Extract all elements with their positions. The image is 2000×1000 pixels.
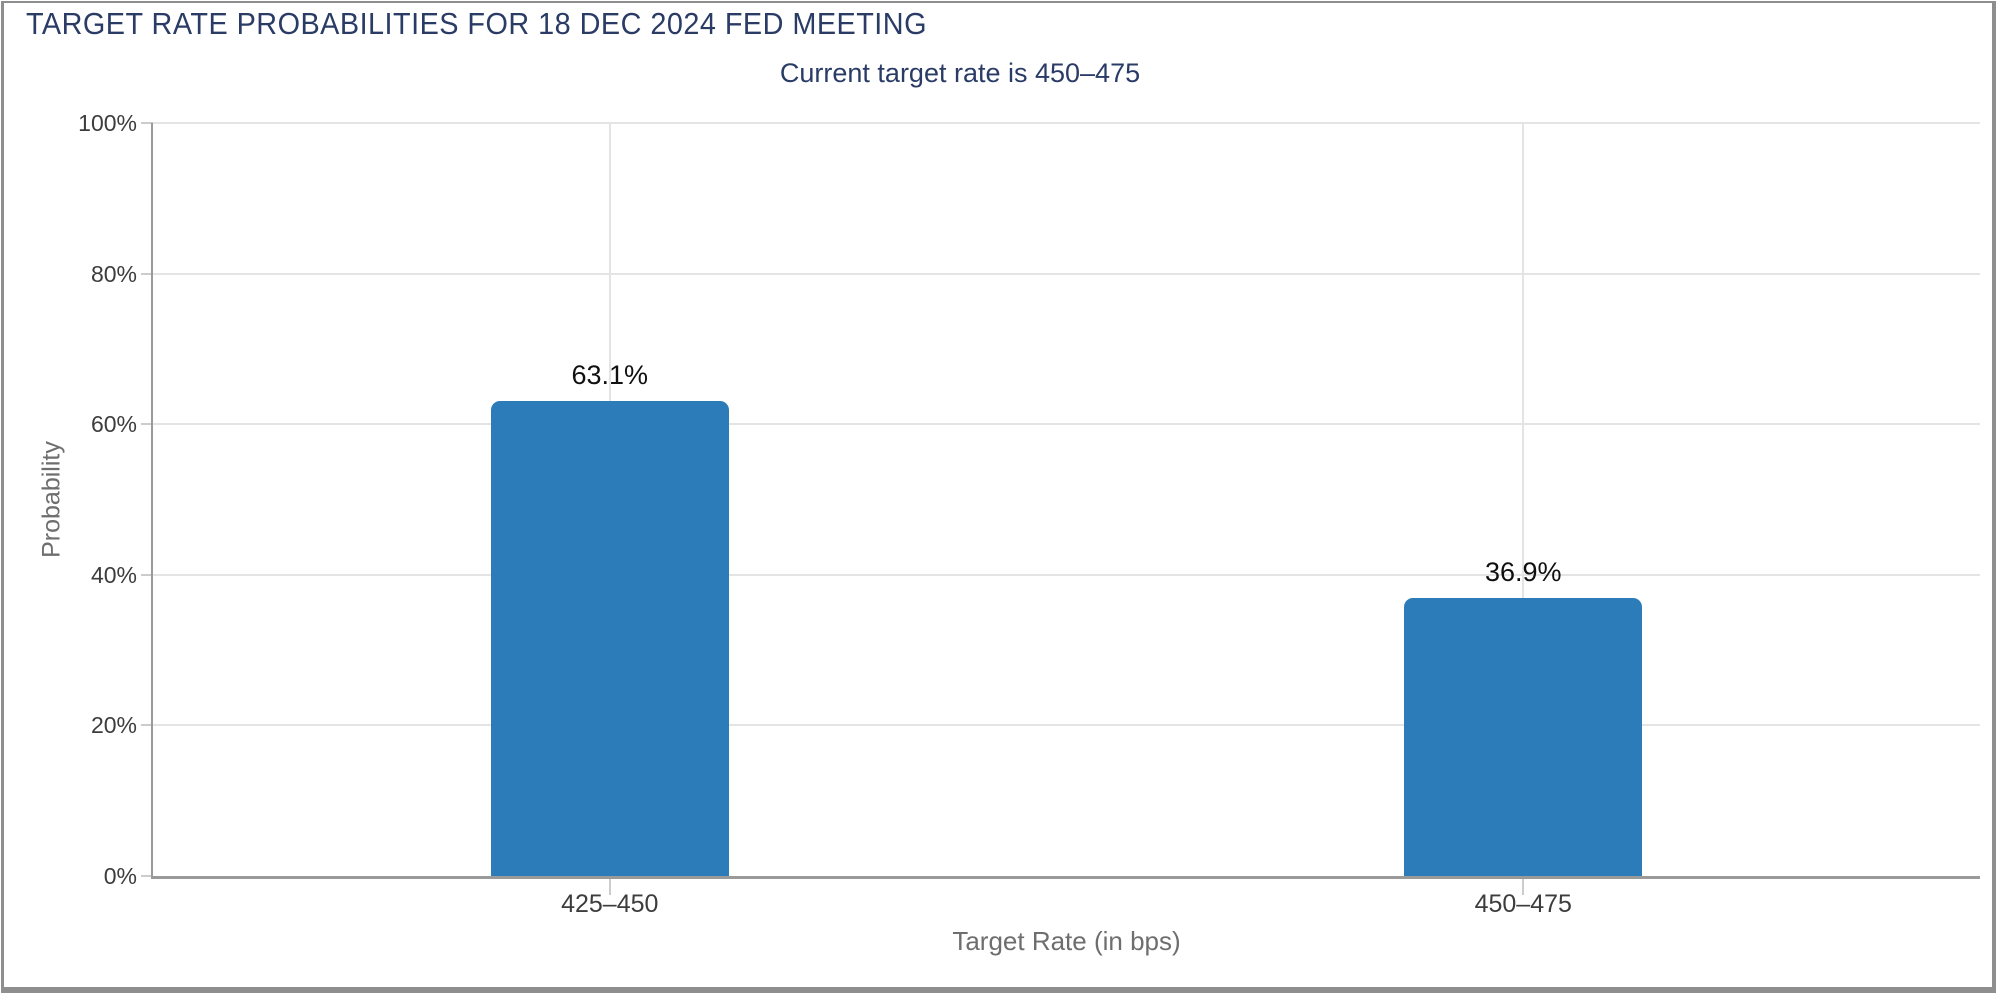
y-axis-tick-label: 0%: [103, 863, 137, 889]
y-axis-tick: [141, 122, 153, 124]
y-axis-line: [151, 123, 153, 876]
x-axis-tick-label: 425–450: [561, 890, 659, 918]
bar[interactable]: [1404, 598, 1643, 876]
gridline-horizontal: [153, 272, 1980, 275]
bar[interactable]: [490, 400, 729, 876]
x-axis-title: Target Rate (in bps): [952, 926, 1181, 956]
y-axis-tick-label: 40%: [90, 561, 137, 588]
y-axis-tick-label: 20%: [90, 712, 137, 739]
x-axis-tick: [1522, 879, 1525, 895]
gridline-vertical: [1522, 123, 1525, 876]
y-axis-tick: [141, 875, 153, 877]
y-axis-tick: [141, 272, 153, 275]
chart-subtitle: Current target rate is 450–475: [779, 58, 1141, 88]
x-axis-line: [151, 876, 1980, 879]
chart-title: TARGET RATE PROBABILITIES FOR 18 DEC 202…: [26, 6, 927, 41]
gridline-horizontal: [153, 122, 1980, 124]
x-axis-tick-label: 450–475: [1474, 890, 1572, 918]
x-axis-tick: [608, 879, 611, 895]
y-axis-tick-label: 80%: [90, 260, 137, 287]
bar-value-label: 63.1%: [571, 359, 649, 390]
y-axis-tick-label: 100%: [78, 110, 137, 136]
y-axis-tick-label: 60%: [90, 411, 137, 438]
y-axis-tick: [141, 724, 153, 727]
y-axis-tick: [141, 573, 153, 576]
gridline-horizontal: [153, 423, 1980, 426]
gridline-horizontal: [153, 573, 1980, 576]
bar-value-label: 36.9%: [1484, 557, 1562, 588]
y-axis-tick: [141, 423, 153, 426]
y-axis-title: Probability: [37, 440, 66, 558]
gridline-horizontal: [153, 724, 1980, 727]
